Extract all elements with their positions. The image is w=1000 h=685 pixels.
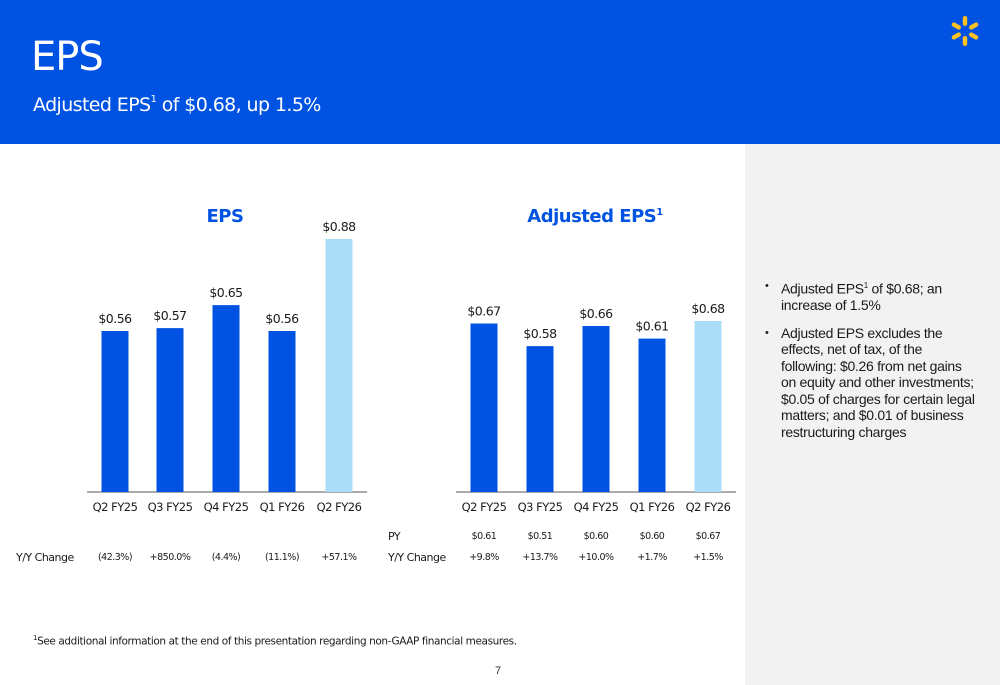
adjusted-eps-data-label-2: $0.66: [579, 306, 613, 321]
eps-table-cell: +57.1%: [321, 552, 357, 563]
adjusted-eps-chart-title-text: Adjusted EPS: [527, 206, 657, 227]
adjusted-eps-data-label-1: $0.58: [523, 326, 557, 341]
footnote-marker: 1: [33, 634, 38, 642]
page-number: 7: [495, 665, 502, 677]
eps-tick-label-0: Q2 FY25: [93, 500, 138, 514]
adjusted-eps-table-cell: $0.60: [583, 531, 609, 542]
adjusted-eps-table-cell: $0.60: [639, 531, 665, 542]
eps-bar-1: [156, 328, 184, 492]
bullet-text: of $0.68; an increase of 1.5%: [781, 280, 942, 314]
adjusted-eps-tick-label-0: Q2 FY25: [462, 500, 507, 514]
adjusted-eps-data-label-0: $0.67: [467, 304, 500, 319]
eps-chart-title: EPS: [206, 206, 244, 227]
eps-table-cell: (4.4%): [211, 552, 241, 563]
adjusted-eps-table-row-label: PY: [388, 530, 401, 543]
bullet-text: Adjusted EPS: [781, 280, 864, 297]
adjusted-eps-table-cell: +10.0%: [578, 552, 614, 563]
adjusted-eps-data-label-4: $0.68: [691, 301, 725, 316]
adjusted-eps-bar-0: [470, 323, 498, 492]
adjusted-eps-table-cell: +9.8%: [469, 552, 499, 563]
adjusted-eps-table-cell: $0.51: [527, 531, 553, 542]
adjusted-eps-tick-label-1: Q3 FY25: [518, 500, 563, 514]
adjusted-eps-tick-label-4: Q2 FY26: [686, 500, 731, 514]
adjusted-eps-bar-4: [694, 321, 722, 492]
charts-canvas: $0.56 Q2 FY25 $0.57 Q3 FY25 $0.65 Q4 FY25 $0.5…: [87, 219, 736, 514]
adjusted-eps-table-cell: +1.5%: [693, 552, 723, 563]
eps-table-row-label: Y/Y Change: [16, 551, 74, 564]
eps-table-cell: (42.3%): [97, 552, 133, 563]
footnote: 1See additional information at the end o…: [33, 634, 517, 648]
walmart-spark-icon: [951, 16, 979, 46]
adjusted-eps-table-cell: $0.61: [471, 531, 497, 542]
adjusted-eps-tick-label-3: Q1 FY26: [630, 500, 675, 514]
eps-data-label-2: $0.65: [209, 285, 242, 300]
bullet-footnote-marker: 1: [863, 281, 868, 290]
subtitle-main: Adjusted EPS: [33, 94, 151, 116]
adjusted-eps-bar-3: [638, 338, 666, 492]
bullet-item-exclusions: Adjusted EPS excludes the effects, net o…: [765, 325, 980, 441]
bullet-item-adjusted-eps: Adjusted EPS1 of $0.68; an increase of 1…: [765, 278, 980, 314]
eps-bar-4: [325, 239, 353, 492]
subtitle-footnote-marker: 1: [150, 93, 157, 105]
eps-bar-0: [101, 331, 129, 492]
eps-data-label-0: $0.56: [98, 311, 132, 326]
eps-data-label-1: $0.57: [153, 308, 186, 323]
eps-data-label-3: $0.56: [265, 311, 299, 326]
eps-bar-3: [268, 331, 296, 492]
bullet-text: Adjusted EPS excludes the effects, net o…: [781, 324, 975, 440]
eps-data-label-4: $0.88: [322, 219, 356, 234]
adjusted-eps-table-cell: +13.7%: [522, 552, 558, 563]
adjusted-eps-bar-1: [526, 346, 554, 492]
adjusted-eps-chart-title: Adjusted EPS1: [505, 206, 685, 227]
eps-tick-label-1: Q3 FY25: [148, 500, 193, 514]
subtitle-rest: of $0.68, up 1.5%: [156, 94, 322, 116]
adjusted-eps-table-cell: +1.7%: [637, 552, 667, 563]
adjusted-eps-table-cell: $0.67: [695, 531, 721, 542]
adjusted-eps-tick-label-2: Q4 FY25: [574, 500, 619, 514]
sidebar-panel: Adjusted EPS1 of $0.68; an increase of 1…: [745, 144, 1000, 685]
adjusted-eps-title-footnote-marker: 1: [656, 207, 663, 218]
footnote-text: See additional information at the end of…: [37, 635, 517, 648]
bullet-list: Adjusted EPS1 of $0.68; an increase of 1…: [765, 278, 980, 451]
eps-table-cell: +850.0%: [149, 552, 191, 563]
eps-bar-2: [212, 305, 240, 492]
page-subtitle: Adjusted EPS1 of $0.68, up 1.5%: [33, 94, 321, 116]
adjusted-eps-table-row-label: Y/Y Change: [388, 551, 446, 564]
adjusted-eps-bar-2: [582, 326, 610, 492]
eps-tick-label-2: Q4 FY25: [204, 500, 249, 514]
eps-tick-label-3: Q1 FY26: [260, 500, 305, 514]
adjusted-eps-data-label-3: $0.61: [635, 319, 668, 334]
slide-header: EPS Adjusted EPS1 of $0.68, up 1.5%: [0, 0, 1000, 144]
eps-table-cell: (11.1%): [264, 552, 300, 563]
page-title: EPS: [31, 34, 104, 80]
eps-tick-label-4: Q2 FY26: [317, 500, 362, 514]
